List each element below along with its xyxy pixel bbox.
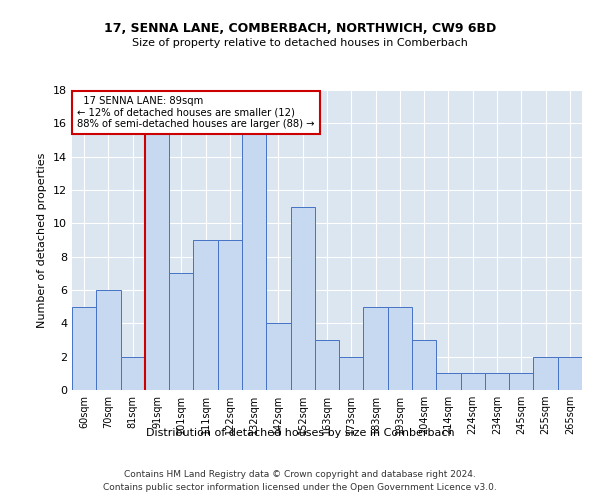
Text: Size of property relative to detached houses in Comberbach: Size of property relative to detached ho… bbox=[132, 38, 468, 48]
Bar bbox=[339, 356, 364, 390]
Text: 17, SENNA LANE, COMBERBACH, NORTHWICH, CW9 6BD: 17, SENNA LANE, COMBERBACH, NORTHWICH, C… bbox=[104, 22, 496, 36]
Bar bbox=[315, 340, 339, 390]
Bar bbox=[266, 324, 290, 390]
Bar bbox=[388, 306, 412, 390]
Bar bbox=[436, 374, 461, 390]
Bar bbox=[364, 306, 388, 390]
Bar bbox=[218, 240, 242, 390]
Text: 17 SENNA LANE: 89sqm
← 12% of detached houses are smaller (12)
88% of semi-detac: 17 SENNA LANE: 89sqm ← 12% of detached h… bbox=[77, 96, 314, 129]
Bar bbox=[242, 106, 266, 390]
Bar bbox=[509, 374, 533, 390]
Bar bbox=[412, 340, 436, 390]
Bar bbox=[121, 356, 145, 390]
Text: Contains HM Land Registry data © Crown copyright and database right 2024.: Contains HM Land Registry data © Crown c… bbox=[124, 470, 476, 479]
Bar bbox=[461, 374, 485, 390]
Bar bbox=[145, 106, 169, 390]
Bar bbox=[169, 274, 193, 390]
Bar bbox=[290, 206, 315, 390]
Bar bbox=[96, 290, 121, 390]
Bar bbox=[533, 356, 558, 390]
Text: Distribution of detached houses by size in Comberbach: Distribution of detached houses by size … bbox=[146, 428, 454, 438]
Y-axis label: Number of detached properties: Number of detached properties bbox=[37, 152, 47, 328]
Text: Contains public sector information licensed under the Open Government Licence v3: Contains public sector information licen… bbox=[103, 482, 497, 492]
Bar bbox=[485, 374, 509, 390]
Bar bbox=[193, 240, 218, 390]
Bar bbox=[558, 356, 582, 390]
Bar bbox=[72, 306, 96, 390]
